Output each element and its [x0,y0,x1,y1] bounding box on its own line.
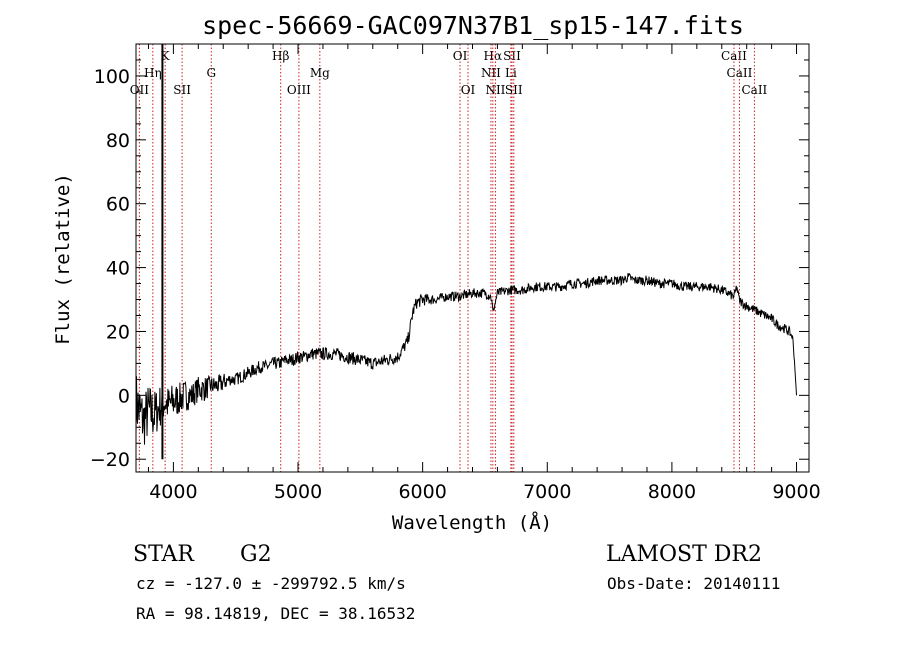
x-tick-label: 4000 [149,481,197,503]
redshift-text: cz = -127.0 ± -299792.5 km/s [136,574,406,593]
line-label: SII [505,83,523,97]
y-axis-label: Flux (relative) [52,173,74,345]
x-tick-label: 7000 [523,481,571,503]
survey-name: LAMOST DR2 [606,542,762,567]
spectral-line-markers: OIIHηKSIIGHβOIIIMgOIOIHαNIINIISIILiSIICa… [130,44,768,472]
line-label: Li [505,66,517,80]
chart-title: spec-56669-GAC097N37B1_sp15-147.fits [202,11,744,40]
y-tick-label: 40 [106,258,130,280]
line-label: K [161,49,171,63]
line-label: Hη [144,66,162,80]
axes: 4000 5000 6000 7000 8000 9000 −20 0 20 40 60 80 100 [90,43,821,503]
object-subclass: G2 [240,542,272,567]
y-tick-label: 100 [94,66,130,88]
line-label: CaII [741,83,767,97]
line-label: OIII [287,83,311,97]
x-tick-label: 6000 [398,481,446,503]
object-class: STAR [133,542,195,567]
x-tick-label: 5000 [274,481,322,503]
y-tick-label: 0 [118,385,130,407]
line-label: G [206,66,216,80]
line-label: CaII [727,66,753,80]
line-label: NII [485,83,505,97]
line-label: Hα [484,49,503,63]
y-tick-label: −20 [90,449,130,471]
line-label: OI [461,83,476,97]
x-tick-label: 8000 [648,481,696,503]
line-label: CaII [721,49,747,63]
line-label: OII [130,83,150,97]
coordinates-text: RA = 98.14819, DEC = 38.16532 [136,604,415,623]
x-tick-label: 9000 [772,481,820,503]
y-tick-label: 20 [106,321,130,343]
x-axis-label: Wavelength (Å) [392,511,552,534]
y-tick-label: 80 [106,130,130,152]
obs-date: Obs-Date: 20140111 [607,574,780,593]
plot-frame [135,43,810,473]
line-label: OI [453,49,468,63]
y-tick-label: 60 [106,194,130,216]
line-label: SII [173,83,191,97]
line-label: NII [481,66,501,80]
flux-series-line [135,273,797,445]
line-label: SII [503,49,521,63]
line-label: Mg [310,66,330,80]
line-label: Hβ [272,49,289,63]
